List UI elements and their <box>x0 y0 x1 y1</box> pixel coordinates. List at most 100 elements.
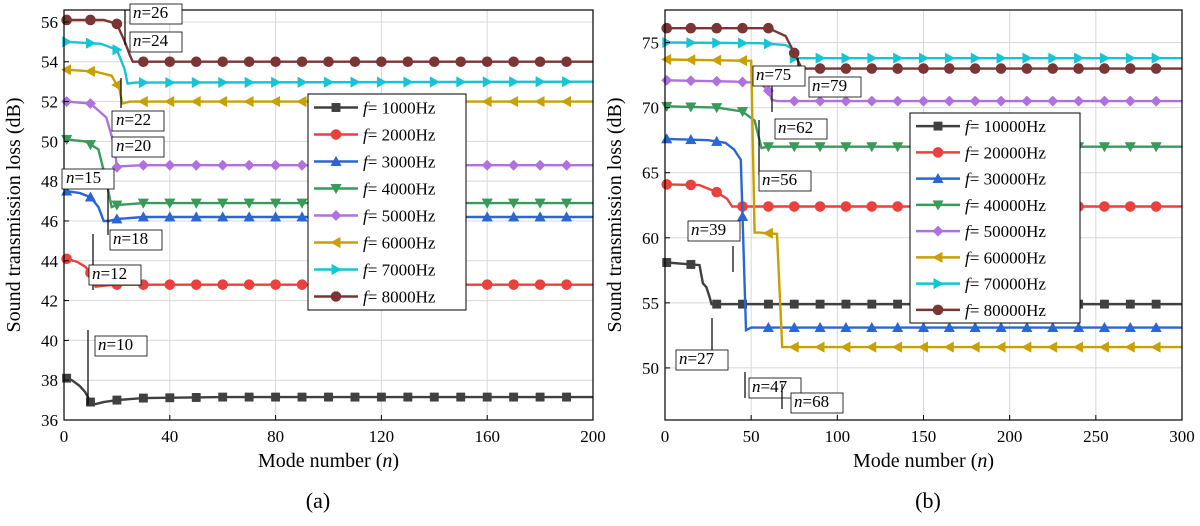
legend-item: f= 40000Hz <box>916 196 1046 215</box>
data-point <box>218 76 229 89</box>
data-point <box>376 76 388 88</box>
data-point <box>296 211 308 222</box>
data-point <box>685 179 697 191</box>
data-point <box>943 341 954 353</box>
annotation-box <box>790 392 844 414</box>
data-point <box>762 227 773 239</box>
data-point <box>138 56 149 68</box>
annotation: n=18 <box>109 229 163 251</box>
data-point <box>429 56 440 68</box>
data-point <box>190 279 202 290</box>
data-point <box>112 395 122 405</box>
annotation: n=15 <box>61 168 115 235</box>
data-point <box>1047 63 1059 74</box>
data-point <box>710 54 722 66</box>
data-point <box>481 159 493 171</box>
data-point <box>509 392 519 402</box>
x-tick-label: 150 <box>911 427 937 446</box>
x-tick-label: 300 <box>1169 427 1195 446</box>
data-point <box>111 200 123 211</box>
annotation-label: n=15 <box>66 168 101 187</box>
data-point <box>456 76 467 88</box>
x-tick-label: 100 <box>825 427 851 446</box>
series-2 <box>661 133 1182 333</box>
annotation-box <box>675 349 729 371</box>
data-point <box>190 211 202 222</box>
data-point <box>685 75 697 87</box>
data-point <box>736 55 747 67</box>
x-tick-label: 0 <box>60 427 69 446</box>
legend-item: f= 1000Hz <box>314 99 436 118</box>
data-point <box>562 76 573 88</box>
data-point <box>270 159 282 171</box>
legend-item: f= 4000Hz <box>314 180 436 199</box>
legend-label: f= 8000Hz <box>363 288 436 307</box>
data-point <box>61 14 72 26</box>
data-point <box>560 198 573 209</box>
data-point <box>1124 95 1136 107</box>
data-point <box>508 159 520 171</box>
data-point <box>1047 95 1059 107</box>
data-point <box>84 191 97 202</box>
data-point <box>1021 321 1033 333</box>
chart-panel-a: 0 40 80 120 160 200 36 38 40 42 44 46 48 50 52 54 56 Mode… <box>3 3 606 513</box>
data-point <box>271 392 281 402</box>
data-point <box>763 201 774 212</box>
x-tick-label: 120 <box>369 427 395 446</box>
legend-label: f= 6000Hz <box>363 234 436 253</box>
data-point <box>164 95 175 108</box>
data-point <box>270 279 281 290</box>
legend-marker <box>331 103 341 112</box>
data-point <box>535 76 546 88</box>
data-point <box>269 95 281 108</box>
data-point <box>1099 201 1110 212</box>
legend-item: f= 8000Hz <box>314 288 436 307</box>
data-point <box>1098 341 1109 353</box>
legend-label: f= 40000Hz <box>965 196 1046 215</box>
data-point <box>763 38 775 50</box>
annotation-label: n=68 <box>794 392 829 411</box>
series-4 <box>661 74 1182 107</box>
annotation-box <box>88 264 142 286</box>
y-tick-label: 40 <box>41 331 58 350</box>
data-point <box>138 77 150 89</box>
data-point <box>840 201 852 212</box>
series-7 <box>661 22 1182 74</box>
data-point <box>269 198 282 209</box>
annotation-box <box>808 76 862 98</box>
data-point <box>944 52 956 64</box>
data-point <box>191 392 201 402</box>
legend-item: f= 30000Hz <box>916 170 1046 189</box>
data-point <box>403 76 414 88</box>
data-point <box>840 95 852 107</box>
data-point <box>814 142 826 153</box>
series-7 <box>61 14 593 68</box>
data-point <box>1124 341 1135 353</box>
annotation-label: n=39 <box>691 220 726 239</box>
data-point <box>1150 63 1162 74</box>
data-point <box>1047 341 1058 353</box>
plot-frame <box>63 9 594 421</box>
legend-label: f= 20000Hz <box>965 143 1046 162</box>
data-point <box>763 22 774 34</box>
data-point <box>892 142 904 153</box>
annotation-box <box>748 377 802 399</box>
data-point <box>403 392 413 402</box>
data-point <box>1150 321 1162 333</box>
annotation: n=26 <box>124 3 183 45</box>
data-point <box>685 133 697 145</box>
data-point <box>297 76 308 88</box>
data-point <box>508 198 520 209</box>
data-point <box>481 279 493 290</box>
data-point <box>866 95 878 107</box>
data-point <box>788 95 800 107</box>
legend-item: f= 20000Hz <box>916 143 1046 162</box>
legend: f= 10000Hz f= 20000Hz f= 30000Hz f= 40000Hz… <box>909 112 1081 324</box>
annotation-label: n=79 <box>812 76 847 95</box>
data-point <box>737 22 748 34</box>
y-tick-label: 50 <box>41 132 58 151</box>
y-tick-label: 54 <box>41 53 59 72</box>
legend-item: f= 5000Hz <box>314 207 436 226</box>
data-point <box>995 321 1007 333</box>
data-point <box>866 321 878 333</box>
